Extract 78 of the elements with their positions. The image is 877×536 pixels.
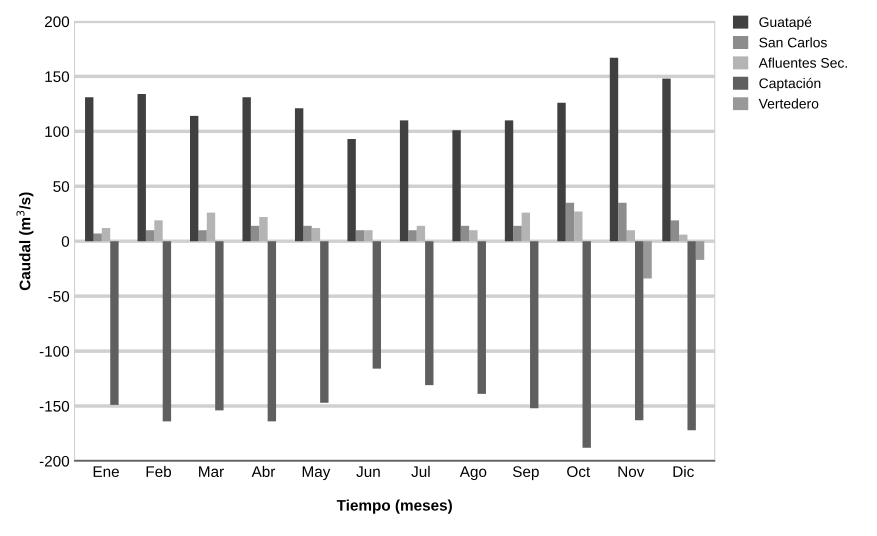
x-tick-label: Abr [252,466,276,478]
bar [162,241,172,422]
bar [356,230,364,242]
bar [696,241,704,260]
bar [250,226,260,242]
y-tick-label: 100 [45,126,70,138]
y-tick-label: -100 [40,346,70,357]
bar [566,202,574,242]
bar [557,102,566,242]
y-tick-label: 0 [62,236,70,247]
x-tick-label: Jul [411,466,430,478]
legend-label: Vertedero [758,98,818,109]
bar [312,228,320,242]
y-axis-title: Caudal (m$^{3}$/s) [16,192,34,290]
bar [347,139,356,242]
y-tick-label: 150 [45,71,70,82]
bar [268,241,276,422]
bar [452,130,461,242]
bar [400,120,408,242]
bar [574,212,583,242]
bar [478,241,486,394]
x-tick-label: Jun [356,466,380,478]
x-tick-label: Ago [460,466,486,480]
bar [303,226,312,242]
legend-label: San Carlos [759,37,827,48]
x-tick-label: Ene [94,466,119,478]
y-tick-label: 200 [44,16,70,28]
bar [416,226,426,242]
bar [294,108,304,242]
x-tick-label: Sep [512,466,539,480]
legend-label: Guatapé [759,16,812,30]
bar [242,97,251,242]
x-tick-label: Mar [199,466,224,478]
bar [102,228,110,242]
bar [259,217,268,242]
bar [146,230,154,242]
bar [93,234,102,242]
bar [425,241,434,386]
bar [634,241,644,420]
x-tick-label: Dic [673,466,694,478]
x-tick-label: Feb [146,466,172,478]
bar [138,94,146,242]
bar [618,202,627,242]
y-tick-label: -50 [48,291,70,302]
bar [190,116,198,242]
bar [198,230,207,242]
bar [85,97,94,242]
legend-label: Afluentes Sec. [758,58,847,68]
bar [206,212,216,242]
bar [522,212,530,242]
legend-label: Captación [759,78,820,91]
bar [513,226,522,242]
bar [110,241,119,405]
y-tick-label: -200 [40,456,70,467]
bar [215,241,224,410]
x-tick-label: Oct [567,466,590,478]
bar [643,241,652,279]
x-axis-title: Tiempo (meses) [336,500,452,514]
bar [372,241,382,369]
x-tick-label: May [302,466,330,480]
bar [364,230,373,242]
bar [670,220,680,242]
bar [679,234,688,242]
bar [687,241,696,430]
bar [408,230,417,242]
bar [469,230,478,242]
bar [582,241,591,448]
bar [626,230,635,242]
x-tick-label: Nov [618,466,644,478]
y-tick-label: 50 [53,181,70,192]
bar [154,220,163,242]
y-tick-label: -150 [40,400,70,412]
bar [460,226,470,242]
bar [320,241,329,403]
bar [610,58,618,242]
bar [530,241,538,408]
bar [504,120,514,242]
bar [662,78,671,242]
